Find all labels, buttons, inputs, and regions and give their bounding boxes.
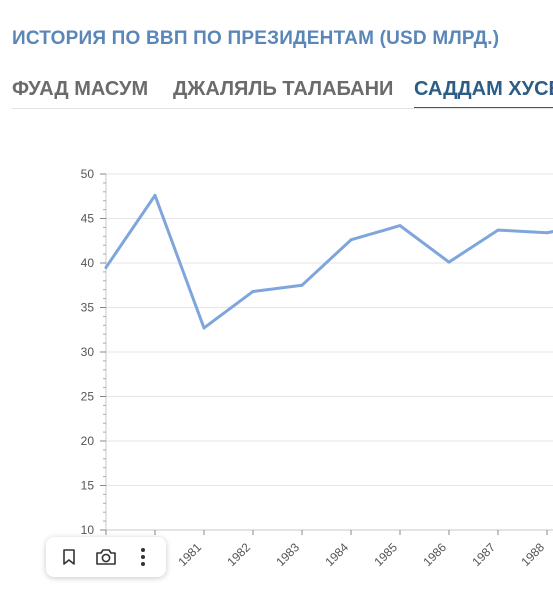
more-vertical-icon[interactable] — [128, 542, 158, 572]
x-tick-label: 1983 — [273, 540, 302, 569]
data-point — [104, 265, 108, 269]
y-tick-label: 50 — [81, 167, 95, 181]
series-line — [104, 193, 553, 330]
x-tick-label: 1986 — [420, 540, 449, 569]
grid-lines — [106, 173, 553, 531]
y-tick-label: 15 — [81, 479, 95, 493]
x-tick-label: 1981 — [175, 540, 204, 569]
data-point — [496, 228, 500, 232]
data-point — [251, 289, 255, 293]
y-tick-label: 40 — [81, 256, 95, 270]
y-tick-label: 45 — [81, 212, 95, 226]
data-point — [349, 238, 353, 242]
y-tick-label: 20 — [81, 434, 95, 448]
y-tick-label: 30 — [81, 345, 95, 359]
president-tabs: ФУАД МАСУМ ДЖАЛЯЛЬ ТАЛАБАНИ САДДАМ ХУСЕЙ… — [12, 72, 553, 109]
y-axis: 10 15 20 25 30 35 40 45 50 — [81, 167, 107, 537]
data-point — [153, 193, 157, 197]
x-tick-label: 1985 — [371, 540, 400, 569]
x-tick-label: 1988 — [518, 540, 547, 569]
y-tick-label: 25 — [81, 390, 95, 404]
x-tick-label: 1982 — [224, 540, 253, 569]
data-point — [300, 283, 304, 287]
x-tick-label: 1984 — [322, 540, 351, 569]
data-point — [545, 231, 549, 235]
data-point — [202, 326, 206, 330]
bookmark-icon[interactable] — [54, 542, 84, 572]
chart-toolbar — [46, 537, 166, 577]
tab-saddam-hussein[interactable]: САДДАМ ХУСЕЙН — [414, 78, 553, 108]
x-tick-label: 1987 — [469, 540, 498, 569]
page-title: ИСТОРИЯ ПО ВВП ПО ПРЕЗИДЕНТАМ (USD МЛРД.… — [12, 28, 500, 49]
y-tick-label: 35 — [81, 301, 95, 315]
series-layer — [104, 193, 553, 330]
tab-fuad-masum[interactable]: ФУАД МАСУМ — [12, 78, 149, 100]
tab-jalal-talabani[interactable]: ДЖАЛЯЛЬ ТАЛАБАНИ — [173, 78, 394, 100]
y-tick-label: 10 — [81, 523, 95, 537]
data-point — [447, 260, 451, 264]
data-point — [398, 224, 402, 228]
camera-icon[interactable] — [91, 542, 121, 572]
